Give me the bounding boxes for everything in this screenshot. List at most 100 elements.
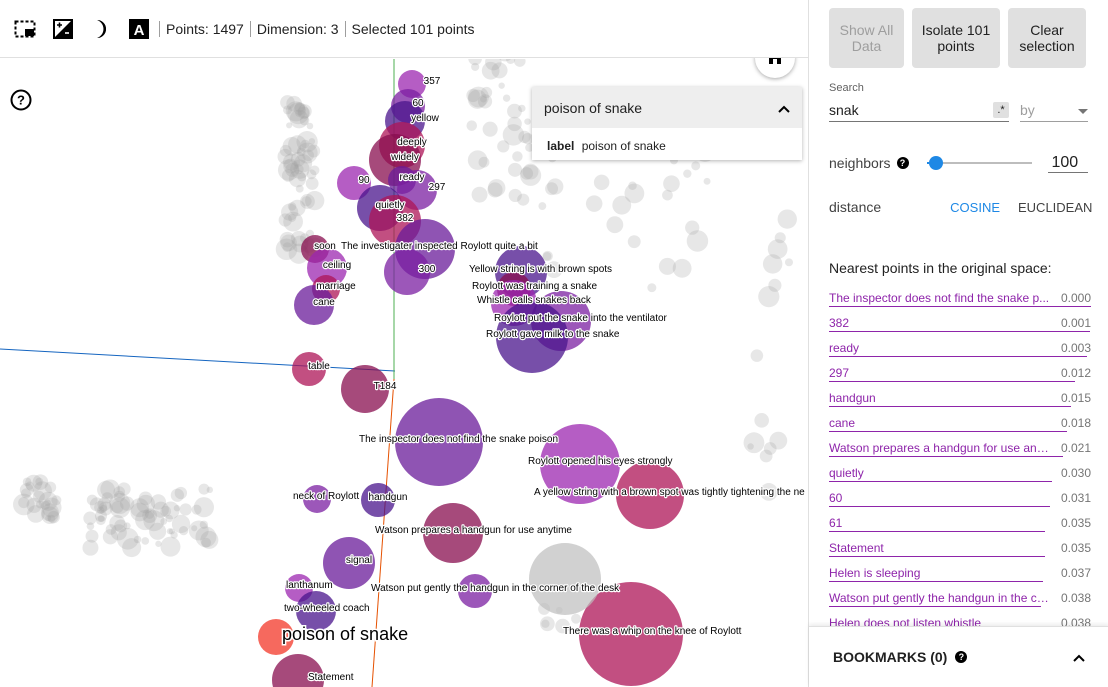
data-point[interactable] <box>113 486 126 498</box>
data-point[interactable] <box>491 62 508 79</box>
data-point[interactable] <box>288 169 307 188</box>
data-point[interactable] <box>295 110 302 117</box>
data-point[interactable] <box>299 115 310 126</box>
data-point[interactable] <box>571 613 581 624</box>
bookmarks-help-icon[interactable]: ? <box>955 651 968 663</box>
data-point[interactable] <box>507 103 522 119</box>
data-point[interactable] <box>119 496 135 511</box>
data-point[interactable] <box>179 503 192 516</box>
data-point[interactable] <box>97 497 112 512</box>
data-point[interactable] <box>481 61 500 80</box>
data-point[interactable] <box>111 500 124 514</box>
selected-data-point[interactable] <box>272 654 324 687</box>
selected-data-point[interactable] <box>341 365 389 413</box>
nearest-point-item[interactable]: 60 0.031 <box>829 484 1091 509</box>
help-icon[interactable]: ? <box>10 89 32 111</box>
search-by-select[interactable]: by <box>1020 98 1088 122</box>
data-point[interactable] <box>20 488 31 499</box>
data-point[interactable] <box>747 443 754 450</box>
search-input[interactable]: snak .* <box>829 98 1009 122</box>
data-point[interactable] <box>517 193 530 206</box>
data-point[interactable] <box>160 518 168 525</box>
data-point[interactable] <box>155 540 162 547</box>
data-point[interactable] <box>287 102 310 125</box>
inspector-header[interactable]: poison of snake <box>532 87 802 128</box>
data-point[interactable] <box>165 514 174 523</box>
data-point[interactable] <box>285 162 300 177</box>
data-point[interactable] <box>286 122 293 129</box>
data-point[interactable] <box>277 148 293 165</box>
data-point[interactable] <box>306 169 317 180</box>
data-point[interactable] <box>468 59 482 66</box>
data-point[interactable] <box>45 515 52 522</box>
data-point[interactable] <box>86 522 95 530</box>
data-point[interactable] <box>123 522 131 530</box>
distance-cosine-option[interactable]: COSINE <box>950 199 1000 215</box>
night-mode-icon[interactable] <box>89 17 113 41</box>
selected-data-point[interactable] <box>616 461 684 529</box>
nearest-point-item[interactable]: Watson put gently the handgun in the co.… <box>829 584 1091 609</box>
data-point[interactable] <box>280 234 297 252</box>
data-point[interactable] <box>129 498 150 518</box>
data-point[interactable] <box>282 153 300 171</box>
neighbors-help-icon[interactable]: ? <box>896 157 909 169</box>
data-point[interactable] <box>743 432 765 454</box>
data-point[interactable] <box>287 202 297 211</box>
data-point[interactable] <box>624 183 645 204</box>
nearest-point-item[interactable]: The inspector does not find the snake p.… <box>829 284 1091 309</box>
data-point[interactable] <box>160 505 172 517</box>
nearest-point-item[interactable]: handgun 0.015 <box>829 384 1091 409</box>
data-point[interactable] <box>542 250 553 262</box>
data-point[interactable] <box>307 144 321 158</box>
data-point[interactable] <box>109 497 131 519</box>
data-point[interactable] <box>482 121 498 137</box>
data-point[interactable] <box>487 182 503 198</box>
neighbors-value-input[interactable]: 100 <box>1047 154 1088 173</box>
data-point[interactable] <box>288 213 297 222</box>
data-point[interactable] <box>113 490 126 502</box>
data-point[interactable] <box>102 529 118 545</box>
data-point[interactable] <box>480 95 487 103</box>
data-point[interactable] <box>784 258 793 267</box>
data-point[interactable] <box>117 482 131 496</box>
data-point[interactable] <box>289 199 306 217</box>
data-point[interactable] <box>299 194 315 209</box>
selected-data-point[interactable] <box>337 166 371 200</box>
data-point[interactable] <box>467 89 488 109</box>
data-point[interactable] <box>774 232 786 244</box>
data-point[interactable] <box>497 140 510 153</box>
data-point[interactable] <box>627 235 641 249</box>
data-point[interactable] <box>297 172 307 182</box>
data-point[interactable] <box>297 106 310 120</box>
data-point[interactable] <box>199 520 209 529</box>
slider-thumb[interactable] <box>928 156 943 170</box>
data-point[interactable] <box>769 431 788 450</box>
selected-data-point[interactable] <box>384 249 430 295</box>
data-point[interactable] <box>174 486 188 500</box>
data-point[interactable] <box>94 509 108 522</box>
data-point[interactable] <box>612 195 632 215</box>
selected-data-point[interactable] <box>303 485 331 513</box>
data-point[interactable] <box>524 118 531 125</box>
data-point[interactable] <box>507 116 522 132</box>
data-point[interactable] <box>585 195 603 212</box>
data-point[interactable] <box>201 537 212 548</box>
data-point[interactable] <box>496 59 513 62</box>
isolate-points-button[interactable]: Isolate 101 points <box>912 8 1000 68</box>
data-point[interactable] <box>471 186 488 203</box>
data-point[interactable] <box>149 522 167 540</box>
clear-selection-button[interactable]: Clear selection <box>1008 8 1086 68</box>
data-point[interactable] <box>110 524 127 541</box>
data-point[interactable] <box>525 143 534 152</box>
nearest-point-item[interactable]: Helen is sleeping 0.037 <box>829 559 1091 584</box>
data-point[interactable] <box>18 496 30 509</box>
data-point[interactable] <box>82 539 99 556</box>
data-point[interactable] <box>508 162 523 177</box>
data-point[interactable] <box>195 526 217 548</box>
data-point[interactable] <box>301 196 312 207</box>
data-point[interactable] <box>294 154 313 173</box>
data-point[interactable] <box>150 494 167 510</box>
data-point[interactable] <box>518 130 531 144</box>
data-point[interactable] <box>135 509 156 531</box>
